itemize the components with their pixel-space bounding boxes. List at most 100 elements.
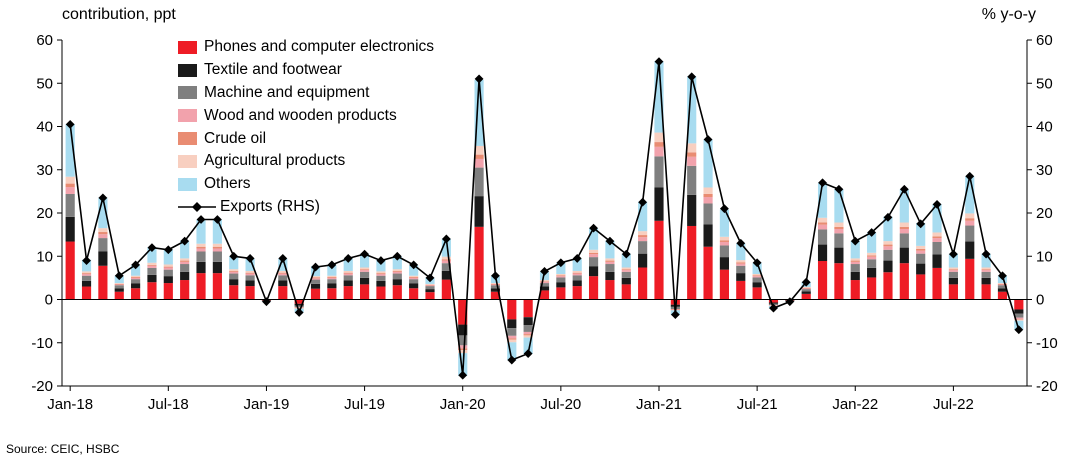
exports-diamond-marker <box>262 297 271 307</box>
bar-segment-others <box>1014 320 1024 330</box>
bar-segment-phones <box>376 286 386 300</box>
bar-segment-agricultural <box>605 258 615 261</box>
right-tick-label: 20 <box>1036 205 1053 222</box>
bar-segment-machine <box>441 263 451 271</box>
bar-segment-crude-oil <box>588 252 599 255</box>
bar-segment-textile <box>147 274 157 283</box>
bar-segment-crude-oil <box>948 269 958 271</box>
exports-diamond-marker <box>883 212 893 222</box>
bar-segment-wood <box>507 335 517 339</box>
bar-segment-textile <box>539 286 550 291</box>
bar-segment-crude-oil <box>441 259 451 261</box>
bar-segment-wood <box>834 229 844 234</box>
bar-segment-others <box>867 232 877 253</box>
bar-segment-crude-oil <box>507 338 517 340</box>
bar-segment-wood <box>425 285 435 287</box>
bar-segment-phones <box>768 299 779 303</box>
bar-segment-wood <box>163 267 173 270</box>
bar-segment-machine <box>278 275 288 281</box>
bar-segment-crude-oil <box>409 277 419 278</box>
bar-segment-machine <box>114 285 124 289</box>
bar-segment-crude-oil <box>736 262 746 264</box>
bar-segment-others <box>621 253 631 268</box>
legend-item-exports: Exports (RHS) <box>178 196 434 219</box>
exports-diamond-marker <box>163 245 173 255</box>
bar-segment-wood <box>245 273 255 276</box>
right-axis-title: % y-o-y <box>981 6 1036 23</box>
bar-segment-wood <box>605 261 615 265</box>
bar-segment-wood <box>114 284 124 286</box>
bar-segment-crude-oil <box>490 283 501 285</box>
bar-segment-crude-oil <box>163 266 173 268</box>
bar-segment-machine <box>376 275 386 281</box>
bar-segment-others <box>343 258 353 271</box>
bar-segment-phones <box>81 286 92 300</box>
bar-segment-wood <box>360 270 370 272</box>
exports-diamond-marker <box>736 238 746 248</box>
exports-diamond-marker <box>441 234 451 244</box>
bar-segment-crude-oil <box>474 154 484 159</box>
bar-segment-textile <box>180 271 190 281</box>
bar-segment-wood <box>474 158 484 168</box>
bar-segment-textile <box>278 280 288 287</box>
bar-segment-phones <box>343 286 353 300</box>
bar-segment-textile <box>932 254 942 268</box>
bar-segment-wood <box>458 345 468 349</box>
bar-segment-others <box>131 265 141 276</box>
bar-segment-crude-oil <box>638 235 648 238</box>
exports-diamond-marker <box>687 72 697 82</box>
bar-segment-crude-oil <box>180 260 190 262</box>
textile-swatch-icon <box>178 63 197 77</box>
right-tick-label: 0 <box>1036 292 1044 309</box>
bar-segment-agricultural <box>638 231 648 236</box>
bar-segment-machine <box>507 328 517 336</box>
bar-segment-textile <box>114 288 124 292</box>
bar-segment-wood <box>654 146 664 157</box>
others-swatch-icon <box>178 177 197 191</box>
bar-segment-wood <box>81 273 92 276</box>
bar-segment-crude-oil <box>81 273 92 274</box>
bar-segment-wood <box>867 256 877 260</box>
left-axis-title: contribution, ppt <box>62 6 176 23</box>
bar-segment-textile <box>687 194 697 226</box>
right-tick-label: 50 <box>1036 75 1053 92</box>
bar-segment-crude-oil <box>360 269 370 271</box>
bar-segment-wood <box>131 277 141 280</box>
bar-segment-agricultural <box>98 228 108 233</box>
bar-segment-machine <box>245 275 255 281</box>
bar-segment-phones <box>147 282 157 300</box>
bar-segment-phones <box>965 258 975 300</box>
bar-segment-crude-oil <box>572 272 582 274</box>
bar-segment-textile <box>867 267 877 278</box>
bar-segment-phones <box>114 291 124 300</box>
bar-segment-others <box>572 258 582 271</box>
exports-diamond-marker <box>278 254 288 263</box>
bar-segment-wood <box>294 307 304 308</box>
legend-item-agricultural: Agricultural products <box>178 150 434 173</box>
exports-diamond-marker <box>654 57 664 67</box>
bar-segment-machine <box>817 229 828 245</box>
left-tick-label: 30 <box>36 162 53 179</box>
bar-segment-others <box>948 253 958 268</box>
bar-segment-others <box>441 238 451 257</box>
bar-segment-others <box>752 262 762 274</box>
wood-swatch-icon <box>178 109 197 123</box>
exports-diamond-marker <box>425 273 435 283</box>
bar-segment-agricultural <box>1014 319 1024 321</box>
bar-segment-phones <box>196 273 206 300</box>
bar-segment-crude-oil <box>147 264 157 266</box>
bar-segment-textile <box>965 241 975 259</box>
bar-segment-textile <box>997 288 1008 292</box>
exports-diamond-marker <box>65 119 75 129</box>
exports-diamond-marker <box>965 171 975 181</box>
bar-segment-agricultural <box>703 187 713 194</box>
bar-segment-crude-oil <box>703 193 713 197</box>
bar-segment-machine <box>360 271 370 278</box>
bar-segment-others <box>507 342 517 361</box>
bar-segment-textile <box>719 257 729 270</box>
bar-segment-agricultural <box>376 271 386 274</box>
crude-oil-swatch-icon <box>178 132 197 146</box>
bar-segment-wood <box>441 260 451 264</box>
bar-segment-agricultural <box>981 267 991 270</box>
exports-diamond-marker <box>785 297 795 307</box>
